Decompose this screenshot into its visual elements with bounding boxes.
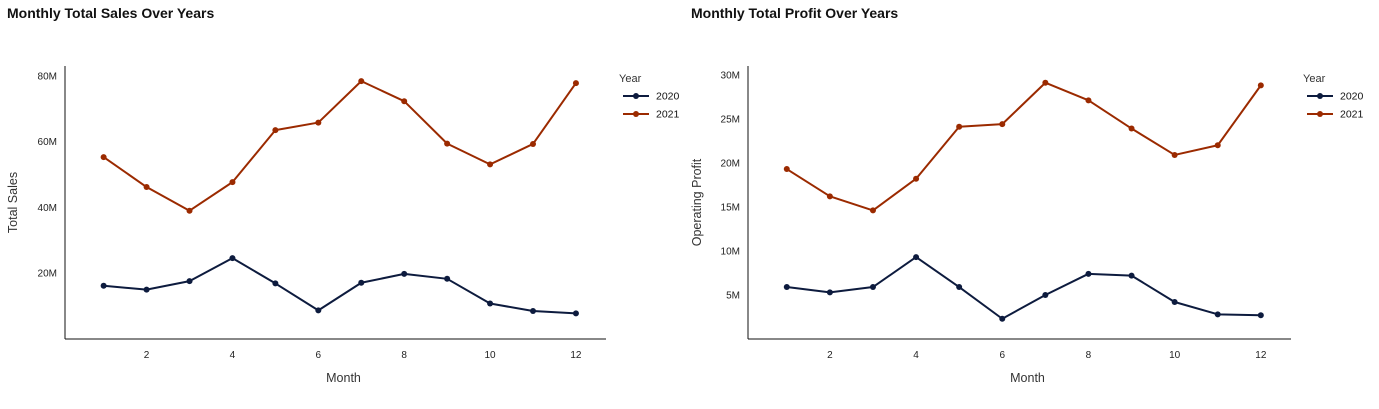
y-tick-label: 60M — [38, 137, 57, 148]
x-axis-title: Month — [1010, 371, 1045, 385]
legend-swatch-marker — [633, 93, 639, 99]
data-point-2021 — [783, 166, 790, 173]
data-point-2021 — [401, 98, 408, 105]
y-tick-label: 15M — [721, 202, 740, 213]
series-line-2020 — [786, 256, 1261, 320]
data-point-2021 — [186, 207, 193, 214]
data-point-2020 — [999, 315, 1006, 322]
series-line-2021 — [786, 81, 1262, 212]
data-point-2020 — [315, 307, 322, 314]
data-point-2021 — [1128, 125, 1135, 132]
series-line-2021 — [103, 80, 577, 212]
data-point-2020 — [229, 255, 236, 262]
data-point-2021 — [1171, 151, 1178, 158]
x-tick-label: 8 — [1086, 350, 1092, 361]
profit-line-chart: 5M 10M 15M 20M 25M 30M 2 4 6 8 10 12 Month Operating … — [690, 66, 1364, 385]
x-tick-label: 12 — [1255, 350, 1267, 361]
data-point-2021 — [913, 175, 920, 182]
data-point-2020 — [1085, 270, 1092, 277]
data-point-2021 — [1042, 79, 1049, 86]
y-tick-label: 20M — [721, 158, 740, 169]
data-point-2020 — [826, 289, 833, 296]
x-tick-label: 2 — [827, 350, 833, 361]
chart-title: Monthly Total Sales Over Years — [7, 5, 215, 21]
data-point-2021 — [956, 123, 963, 130]
data-point-2020 — [913, 254, 920, 261]
data-point-2020 — [444, 275, 451, 282]
data-point-2020 — [1214, 311, 1221, 318]
data-point-2021 — [143, 184, 150, 191]
data-point-2020 — [1042, 291, 1049, 298]
x-axis-title: Month — [326, 371, 361, 385]
legend-title: Year — [619, 73, 642, 85]
x-tick-label: 4 — [230, 350, 236, 361]
data-point-2021 — [999, 121, 1006, 128]
data-point-2020 — [358, 279, 365, 286]
x-tick-label: 6 — [316, 350, 322, 361]
data-point-2020 — [1128, 272, 1135, 279]
sales-line-chart: 20M 40M 60M 80M 2 4 6 8 10 12 Month Total Sales Year… — [6, 66, 680, 385]
y-axis-title: Total Sales — [6, 172, 20, 233]
x-tick-label: 12 — [570, 350, 582, 361]
x-tick-label: 6 — [999, 350, 1005, 361]
legend-swatch-marker — [1317, 111, 1323, 117]
data-point-2021 — [1257, 82, 1264, 89]
data-point-2021 — [100, 154, 107, 161]
data-point-2021 — [315, 119, 322, 126]
data-point-2020 — [487, 300, 494, 307]
x-tick-label: 10 — [485, 350, 497, 361]
y-tick-label: 80M — [38, 71, 57, 82]
series-line-2020 — [103, 257, 576, 315]
y-tick-label: 5M — [726, 290, 740, 301]
x-tick-label: 10 — [1169, 350, 1181, 361]
x-tick-label: 8 — [401, 350, 407, 361]
legend-swatch-marker — [633, 111, 639, 117]
data-point-2020 — [530, 308, 537, 315]
y-tick-label: 10M — [721, 246, 740, 257]
chart-title: Monthly Total Profit Over Years — [691, 5, 899, 21]
legend-label: 2021 — [656, 109, 680, 121]
data-point-2021 — [530, 140, 537, 147]
profit-chart-panel: Monthly Total Profit Over Years 5M 10M 15M… — [684, 0, 1379, 409]
data-point-2020 — [783, 284, 790, 291]
legend-label: 2020 — [656, 91, 680, 103]
data-point-2021 — [444, 140, 451, 147]
data-point-2020 — [1257, 312, 1264, 319]
data-point-2021 — [1085, 97, 1092, 104]
data-point-2020 — [272, 280, 279, 287]
data-point-2021 — [826, 193, 833, 200]
data-point-2021 — [487, 161, 494, 168]
data-point-2020 — [143, 286, 150, 293]
legend-label: 2020 — [1340, 91, 1364, 103]
data-point-2020 — [186, 278, 193, 285]
y-tick-label: 40M — [38, 203, 57, 214]
data-point-2021 — [272, 127, 279, 134]
data-point-2021 — [572, 80, 579, 87]
y-tick-label: 25M — [721, 114, 740, 125]
data-point-2020 — [869, 284, 876, 291]
data-point-2020 — [100, 282, 107, 289]
y-axis-title: Operating Profit — [690, 158, 704, 246]
data-point-2021 — [1214, 142, 1221, 149]
data-point-2021 — [358, 78, 365, 85]
legend-label: 2021 — [1340, 109, 1364, 121]
legend-title: Year — [1303, 73, 1326, 85]
y-tick-label: 30M — [721, 70, 740, 81]
data-point-2020 — [1171, 299, 1178, 306]
sales-chart-panel: Monthly Total Sales Over Years 20M 40M 60M… — [0, 0, 684, 409]
x-tick-label: 2 — [144, 350, 150, 361]
legend-swatch-marker — [1317, 93, 1323, 99]
data-point-2020 — [956, 284, 963, 291]
data-point-2020 — [401, 270, 408, 277]
data-point-2021 — [869, 207, 876, 214]
data-point-2021 — [229, 179, 236, 186]
y-tick-label: 20M — [38, 269, 57, 280]
x-tick-label: 4 — [913, 350, 919, 361]
data-point-2020 — [572, 310, 579, 317]
